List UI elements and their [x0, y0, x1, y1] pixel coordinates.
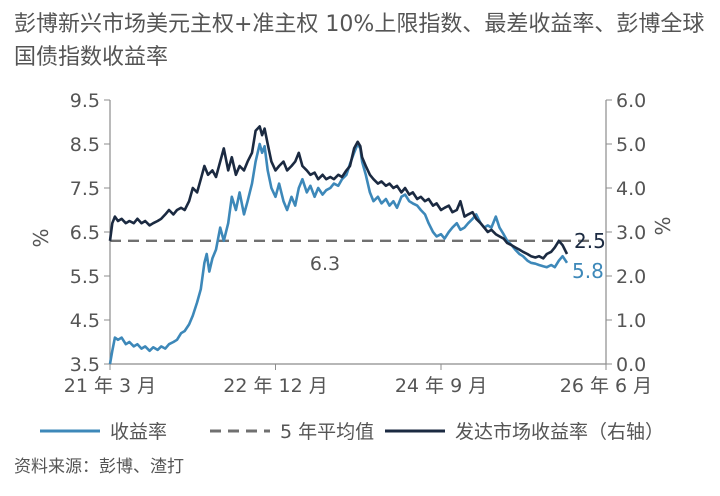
- five-year-average-value-label: 6.3: [310, 253, 340, 275]
- dm-yield-end-label: 2.5: [574, 229, 606, 253]
- legend-item-dm-yield: 发达市场收益率（右轴）: [385, 421, 664, 443]
- left-axis-tick-label: 7.5: [70, 178, 100, 200]
- legend-label: 发达市场收益率（右轴）: [455, 421, 664, 443]
- left-axis-tick-label: 3.5: [70, 354, 100, 376]
- x-axis-tick-label: 24 年 9 月: [395, 375, 487, 397]
- left-axis-tick-label: 5.5: [70, 266, 100, 288]
- right-axis-tick-label: 2.0: [616, 266, 646, 288]
- right-axis-tick-label: 6.0: [616, 90, 646, 112]
- x-axis-tick-label: 26 年 6 月: [560, 375, 652, 397]
- chart-title: 彭博新兴市场美元主权+准主权 10%上限指数、最差收益率、彭博全球国债指数收益率: [14, 12, 705, 70]
- left-axis-label: %: [29, 228, 53, 247]
- legend-item-em-yield: 收益率: [40, 421, 167, 443]
- x-axis-tick-label: 22 年 12 月: [223, 375, 327, 397]
- right-axis-label: %: [651, 216, 675, 235]
- right-axis-tick-label: 1.0: [616, 310, 646, 332]
- axes-layer: 3.5 4.5 5.5 6.5 7.5 8.5 9.5 0.0 1.0 2.0 3.0 4.0 5.0 6…: [29, 90, 675, 397]
- series-layer: [108, 125, 569, 365]
- labels-layer: 6.3 5.8 2.5: [310, 229, 606, 283]
- legend: 收益率 5 年平均值 发达市场收益率（右轴）: [40, 421, 664, 443]
- legend-label: 收益率: [110, 421, 167, 443]
- right-axis-tick-label: 3.0: [616, 222, 646, 244]
- legend-label: 5 年平均值: [280, 421, 374, 443]
- left-axis-tick-label: 9.5: [70, 90, 100, 112]
- right-axis-tick-label: 5.0: [616, 134, 646, 156]
- right-axis-tick-label: 4.0: [616, 178, 646, 200]
- left-axis-tick-label: 8.5: [70, 134, 100, 156]
- source-note: 资料来源：彭博、渣打: [14, 457, 184, 477]
- x-axis-tick-label: 21 年 3 月: [64, 375, 156, 397]
- right-axis-tick-label: 0.0: [616, 354, 646, 376]
- legend-item-five-year-average: 5 年平均值: [210, 421, 374, 443]
- left-axis-tick-label: 4.5: [70, 310, 100, 332]
- left-axis-tick-label: 6.5: [70, 222, 100, 244]
- dm-yield-line: [108, 125, 569, 260]
- em-yield-end-label: 5.8: [572, 259, 604, 283]
- em-yield-line: [108, 142, 569, 365]
